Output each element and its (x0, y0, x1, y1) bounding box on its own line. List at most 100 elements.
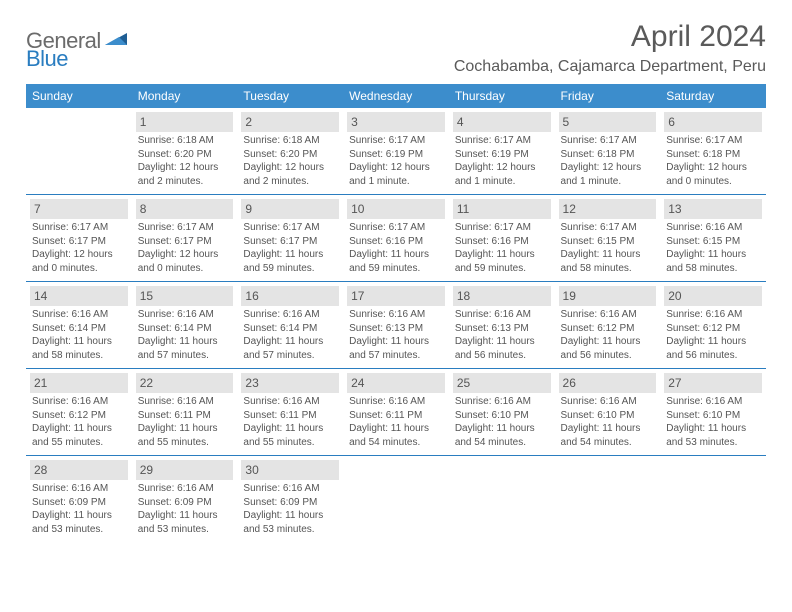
day-cell: 5Sunrise: 6:17 AMSunset: 6:18 PMDaylight… (555, 108, 661, 195)
day-line: Sunset: 6:10 PM (455, 409, 549, 423)
day-cell: 2Sunrise: 6:18 AMSunset: 6:20 PMDaylight… (237, 108, 343, 195)
day-cell: 14Sunrise: 6:16 AMSunset: 6:14 PMDayligh… (26, 282, 132, 369)
header: General April 2024 Cochabamba, Cajamarca… (26, 20, 766, 76)
day-line: and 58 minutes. (561, 262, 655, 276)
day-line: and 58 minutes. (666, 262, 760, 276)
day-line: and 54 minutes. (349, 436, 443, 450)
calendar-page: General April 2024 Cochabamba, Cajamarca… (0, 0, 792, 562)
day-line: Sunset: 6:09 PM (138, 496, 232, 510)
day-number: 18 (453, 286, 551, 306)
day-data: Sunrise: 6:17 AMSunset: 6:17 PMDaylight:… (136, 221, 234, 275)
day-line: and 59 minutes. (243, 262, 337, 276)
day-number: 19 (559, 286, 657, 306)
day-cell (660, 456, 766, 543)
day-line: and 58 minutes. (32, 349, 126, 363)
day-line: Sunrise: 6:17 AM (561, 134, 655, 148)
day-line: Sunset: 6:14 PM (243, 322, 337, 336)
day-line: and 57 minutes. (243, 349, 337, 363)
day-line: Sunset: 6:09 PM (32, 496, 126, 510)
day-number (664, 460, 762, 480)
day-line: and 56 minutes. (455, 349, 549, 363)
day-line: Daylight: 11 hours (666, 422, 760, 436)
day-line: and 0 minutes. (138, 262, 232, 276)
day-cell: 20Sunrise: 6:16 AMSunset: 6:12 PMDayligh… (660, 282, 766, 369)
day-number: 29 (136, 460, 234, 480)
day-data: Sunrise: 6:18 AMSunset: 6:20 PMDaylight:… (136, 134, 234, 188)
day-cell: 19Sunrise: 6:16 AMSunset: 6:12 PMDayligh… (555, 282, 661, 369)
day-data: Sunrise: 6:16 AMSunset: 6:14 PMDaylight:… (241, 308, 339, 362)
day-number: 17 (347, 286, 445, 306)
day-line: Sunset: 6:12 PM (666, 322, 760, 336)
day-number: 6 (664, 112, 762, 132)
day-line: Sunrise: 6:16 AM (349, 395, 443, 409)
day-line: Sunset: 6:09 PM (243, 496, 337, 510)
day-line: Sunrise: 6:16 AM (561, 308, 655, 322)
day-line: Sunset: 6:11 PM (243, 409, 337, 423)
day-line: and 0 minutes. (32, 262, 126, 276)
day-cell: 11Sunrise: 6:17 AMSunset: 6:16 PMDayligh… (449, 195, 555, 282)
day-cell: 30Sunrise: 6:16 AMSunset: 6:09 PMDayligh… (237, 456, 343, 543)
day-line: Sunrise: 6:18 AM (243, 134, 337, 148)
week-row: 14Sunrise: 6:16 AMSunset: 6:14 PMDayligh… (26, 282, 766, 369)
day-line: Sunrise: 6:16 AM (138, 308, 232, 322)
day-number: 16 (241, 286, 339, 306)
day-line (32, 161, 126, 175)
day-number (559, 460, 657, 480)
day-cell: 1Sunrise: 6:18 AMSunset: 6:20 PMDaylight… (132, 108, 238, 195)
day-line: and 55 minutes. (32, 436, 126, 450)
day-data: Sunrise: 6:17 AMSunset: 6:15 PMDaylight:… (559, 221, 657, 275)
day-cell (26, 108, 132, 195)
day-line: Sunset: 6:14 PM (32, 322, 126, 336)
day-line: Sunset: 6:16 PM (455, 235, 549, 249)
day-line (666, 523, 760, 537)
day-number (347, 460, 445, 480)
dow-tue: Tuesday (237, 84, 343, 108)
day-cell: 9Sunrise: 6:17 AMSunset: 6:17 PMDaylight… (237, 195, 343, 282)
day-number: 13 (664, 199, 762, 219)
day-line (455, 496, 549, 510)
day-data: Sunrise: 6:16 AMSunset: 6:10 PMDaylight:… (559, 395, 657, 449)
day-line (561, 523, 655, 537)
day-line: and 55 minutes. (138, 436, 232, 450)
day-number: 14 (30, 286, 128, 306)
day-line: Sunset: 6:12 PM (32, 409, 126, 423)
day-cell (343, 456, 449, 543)
week-row: 7 Sunrise: 6:17 AMSunset: 6:17 PMDaylight… (26, 195, 766, 282)
day-cell: 25Sunrise: 6:16 AMSunset: 6:10 PMDayligh… (449, 369, 555, 456)
day-line: Sunset: 6:15 PM (666, 235, 760, 249)
day-cell: 16Sunrise: 6:16 AMSunset: 6:14 PMDayligh… (237, 282, 343, 369)
day-line: Daylight: 11 hours (455, 335, 549, 349)
day-data (347, 482, 445, 536)
day-line: Sunrise: 6:16 AM (455, 308, 549, 322)
day-line: Sunset: 6:14 PM (138, 322, 232, 336)
day-line (455, 482, 549, 496)
day-line: and 2 minutes. (138, 175, 232, 189)
day-line: Daylight: 11 hours (666, 335, 760, 349)
day-cell: 26Sunrise: 6:16 AMSunset: 6:10 PMDayligh… (555, 369, 661, 456)
day-line (561, 482, 655, 496)
day-line (32, 148, 126, 162)
day-line: Sunrise: 6:16 AM (32, 482, 126, 496)
day-line: and 56 minutes. (666, 349, 760, 363)
day-line: and 1 minute. (561, 175, 655, 189)
day-data: Sunrise: 6:17 AMSunset: 6:18 PMDaylight:… (664, 134, 762, 188)
location-subtitle: Cochabamba, Cajamarca Department, Peru (454, 58, 766, 76)
day-line (666, 482, 760, 496)
logo-text-blue: Blue (26, 46, 68, 71)
day-line: Sunrise: 6:16 AM (455, 395, 549, 409)
day-cell: 22Sunrise: 6:16 AMSunset: 6:11 PMDayligh… (132, 369, 238, 456)
day-number: 27 (664, 373, 762, 393)
day-number: 30 (241, 460, 339, 480)
day-line: and 53 minutes. (32, 523, 126, 537)
day-number: 7 (30, 199, 128, 219)
day-line: Sunset: 6:16 PM (349, 235, 443, 249)
day-line (349, 523, 443, 537)
day-line: Daylight: 11 hours (243, 335, 337, 349)
day-line: Sunrise: 6:17 AM (32, 221, 126, 235)
day-number: 9 (241, 199, 339, 219)
day-line: Daylight: 12 hours (243, 161, 337, 175)
day-cell: 21Sunrise: 6:16 AMSunset: 6:12 PMDayligh… (26, 369, 132, 456)
day-line: Sunrise: 6:16 AM (243, 395, 337, 409)
day-line: Daylight: 12 hours (561, 161, 655, 175)
day-line: Sunset: 6:17 PM (32, 235, 126, 249)
